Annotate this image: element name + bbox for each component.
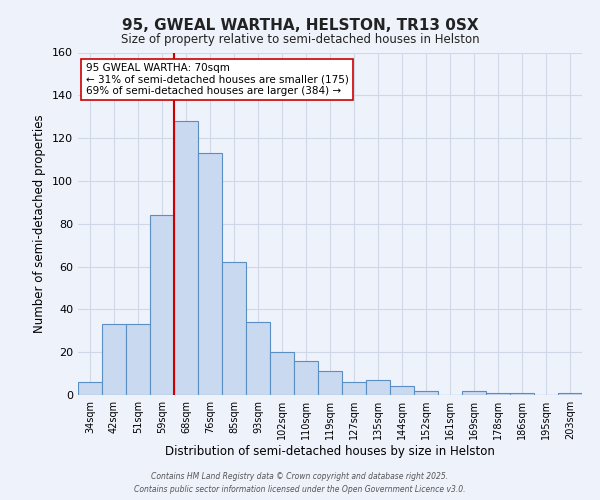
Bar [270,352,294,395]
Bar [414,390,438,395]
Bar [174,121,198,395]
Bar [558,393,582,395]
Text: 95 GWEAL WARTHA: 70sqm
← 31% of semi-detached houses are smaller (175)
69% of se: 95 GWEAL WARTHA: 70sqm ← 31% of semi-det… [86,63,349,96]
Bar [366,380,390,395]
Bar [102,324,126,395]
Bar [126,324,150,395]
Y-axis label: Number of semi-detached properties: Number of semi-detached properties [34,114,46,333]
Bar [294,361,318,395]
Text: Contains HM Land Registry data © Crown copyright and database right 2025.
Contai: Contains HM Land Registry data © Crown c… [134,472,466,494]
Bar [198,153,222,395]
Text: Size of property relative to semi-detached houses in Helston: Size of property relative to semi-detach… [121,32,479,46]
Bar [486,393,510,395]
Bar [390,386,414,395]
Bar [150,215,174,395]
Bar [318,372,342,395]
Bar [510,393,534,395]
Text: 95, GWEAL WARTHA, HELSTON, TR13 0SX: 95, GWEAL WARTHA, HELSTON, TR13 0SX [122,18,478,32]
Bar [246,322,270,395]
Bar [342,382,366,395]
Bar [462,390,486,395]
X-axis label: Distribution of semi-detached houses by size in Helston: Distribution of semi-detached houses by … [165,445,495,458]
Bar [78,382,102,395]
Bar [222,262,246,395]
